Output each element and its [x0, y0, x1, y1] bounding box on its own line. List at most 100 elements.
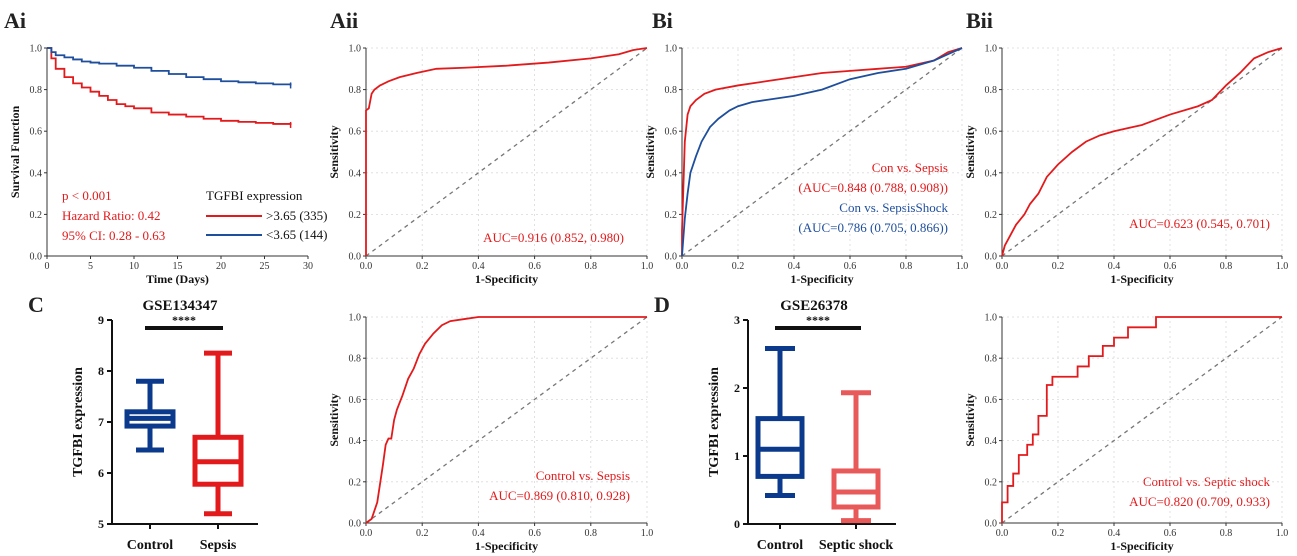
c_roc-x-label: 1-Specificity [475, 539, 538, 553]
d_roc-x-tick-label: 0.2 [1052, 528, 1065, 539]
aii-x-tick-label: 0.0 [360, 261, 373, 272]
c-box-cat-control: Control [127, 538, 174, 553]
aii-auc: AUC=0.916 (0.852, 0.980) [483, 230, 624, 245]
ai-y-tick-label: 0.8 [30, 85, 43, 96]
c_box-y-tick-label: 9 [98, 313, 104, 327]
d_roc-series-0 [1001, 316, 1282, 523]
c-box-cat-sepsis: Sepsis [200, 538, 237, 553]
aii-x-tick-label: 1.0 [641, 261, 654, 272]
aii-y-tick-label: 0.2 [349, 210, 362, 221]
aii-y-tick-label: 0.6 [349, 127, 362, 138]
ai-legend-title: TGFBI expression [206, 188, 303, 203]
d-box-cat-control: Control [757, 538, 804, 553]
d_box-y-label: TGFBI expression [707, 367, 722, 477]
aii-y-tick-label: 0.4 [349, 168, 362, 179]
ai-x-tick-label: 15 [173, 261, 183, 272]
d_box-box-1 [831, 468, 881, 510]
d_roc-y-tick-label: 0.4 [985, 436, 998, 447]
d_box-y-tick-label: 1 [734, 449, 740, 463]
bii-auc: AUC=0.623 (0.545, 0.701) [1129, 216, 1270, 231]
bi-series-0 [681, 47, 963, 256]
ai-legend-low: <3.65 (144) [266, 227, 328, 242]
droc-label: Control vs. Septic shock [1143, 474, 1271, 489]
c_roc-x-tick-label: 0.0 [360, 528, 373, 539]
d_roc-x-tick-label: 1.0 [1276, 528, 1289, 539]
c_roc-x-tick-label: 0.4 [472, 528, 485, 539]
ai-x-tick-label: 30 [303, 261, 313, 272]
c_roc-x-tick-label: 0.2 [416, 528, 429, 539]
d_roc-y-tick-label: 1.0 [985, 313, 998, 324]
d_roc-y-tick-label: 0.8 [985, 354, 998, 365]
bi-reference-line [681, 47, 963, 257]
d_roc-y-tick-label: 0.2 [985, 477, 998, 488]
c_box-significance-stars: **** [172, 313, 196, 327]
d_box-y-tick-label: 0 [734, 517, 740, 531]
aii-x-label: 1-Specificity [475, 272, 538, 286]
panel-label-aii: Aii [330, 8, 358, 33]
aii-y-tick-label: 0.8 [349, 85, 362, 96]
c_roc-x-tick-label: 1.0 [641, 528, 654, 539]
c_roc-y-tick-label: 0.6 [349, 395, 362, 406]
bi-x-tick-label: 0.2 [732, 261, 745, 272]
aii-reference-line [365, 47, 648, 257]
aii-y-label: Sensitivity [327, 125, 341, 178]
ai-y-tick-label: 1.0 [30, 44, 43, 55]
bi-auc-sepsis: (AUC=0.848 (0.788, 0.908)) [798, 180, 948, 195]
bi-label-shock: Con vs. SepsisShock [839, 200, 948, 215]
ai-y-tick-label: 0.4 [30, 168, 43, 179]
panel-label-bii: Bii [966, 8, 993, 33]
d_roc-x-tick-label: 0.4 [1108, 528, 1121, 539]
ai-x-label: Time (Days) [146, 272, 209, 286]
d_roc-x-tick-label: 0.8 [1220, 528, 1233, 539]
bi-x-tick-label: 0.8 [900, 261, 913, 272]
bi-y-tick-label: 1.0 [665, 44, 678, 55]
bii-x-tick-label: 0.0 [996, 261, 1009, 272]
panel-label-d: D [654, 292, 670, 317]
bii-x-tick-label: 1.0 [1276, 261, 1289, 272]
d_box-y-tick-label: 2 [734, 381, 740, 395]
bi-label-sepsis: Con vs. Sepsis [872, 160, 948, 175]
ai-y-tick-label: 0.2 [30, 210, 43, 221]
ai-ci: 95% CI: 0.28 - 0.63 [62, 228, 165, 243]
bii-x-tick-label: 0.2 [1052, 261, 1065, 272]
c_box-y-tick-label: 7 [98, 415, 104, 429]
d_roc-y-label: Sensitivity [963, 393, 977, 446]
bi-x-label: 1-Specificity [790, 272, 853, 286]
bii-x-label: 1-Specificity [1110, 272, 1173, 286]
bii-y-label: Sensitivity [963, 125, 977, 178]
bii-x-tick-label: 0.6 [1164, 261, 1177, 272]
c_box-y-tick-label: 5 [98, 517, 104, 531]
aii-x-tick-label: 0.6 [528, 261, 541, 272]
ai-y-tick-label: 0.6 [30, 127, 43, 138]
c_box-y-tick-label: 6 [98, 466, 104, 480]
c_roc-x-tick-label: 0.8 [585, 528, 598, 539]
panel-label-bi: Bi [652, 8, 673, 33]
d_roc-y-tick-label: 0.0 [985, 519, 998, 530]
bii-y-tick-label: 0.0 [985, 252, 998, 263]
d_roc-reference-line [1001, 316, 1283, 524]
bii-x-tick-label: 0.4 [1108, 261, 1121, 272]
aii-y-tick-label: 1.0 [349, 44, 362, 55]
c_roc-reference-line [365, 316, 648, 524]
croc-label: Control vs. Sepsis [536, 468, 630, 483]
bi-y-tick-label: 0.2 [665, 210, 678, 221]
c_roc-y-tick-label: 0.4 [349, 436, 362, 447]
c_roc-y-tick-label: 1.0 [349, 313, 362, 324]
d_roc-x-label: 1-Specificity [1110, 539, 1173, 553]
bii-series-0 [1001, 47, 1283, 257]
aii-x-tick-label: 0.8 [585, 261, 598, 272]
bii-y-tick-label: 0.8 [985, 85, 998, 96]
bi-y-tick-label: 0.8 [665, 85, 678, 96]
bii-y-tick-label: 0.4 [985, 168, 998, 179]
bii-reference-line [1001, 47, 1283, 257]
c_box-y-tick-label: 8 [98, 364, 104, 378]
ai-series-1 [47, 47, 292, 86]
bi-y-label: Sensitivity [643, 125, 657, 178]
bii-y-tick-label: 1.0 [985, 44, 998, 55]
ai-x-tick-label: 10 [129, 261, 139, 272]
aii-x-tick-label: 0.2 [416, 261, 429, 272]
bi-y-tick-label: 0.4 [665, 168, 678, 179]
ai-x-tick-label: 5 [88, 261, 93, 272]
d_roc-x-tick-label: 0.6 [1164, 528, 1177, 539]
